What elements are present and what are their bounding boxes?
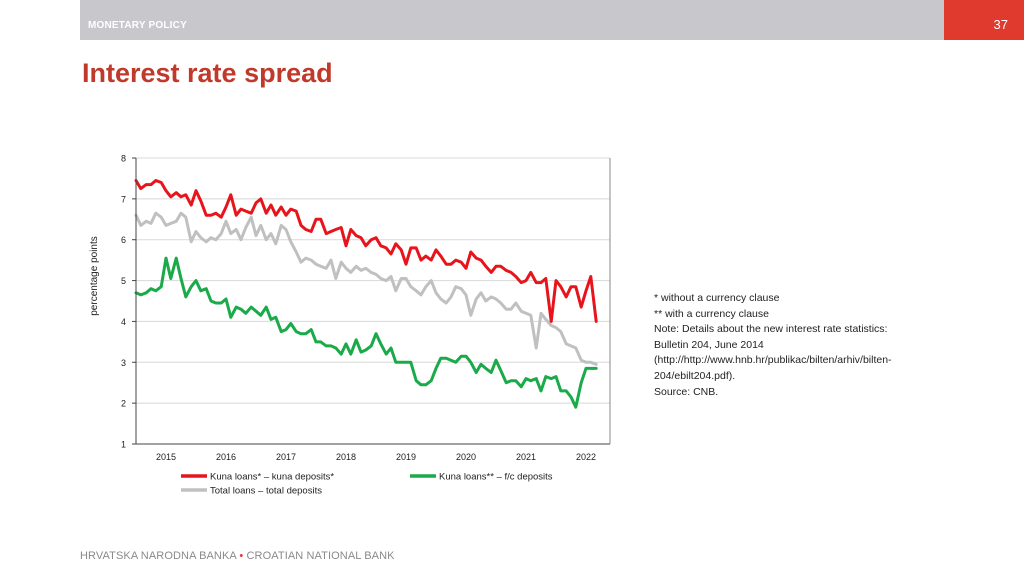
note-line: Note: Details about the new interest rat… <box>654 323 888 336</box>
legend: Kuna loans* – kuna deposits* Kuna loans**… <box>181 472 553 497</box>
y-tick-label: 5 <box>121 276 126 286</box>
y-tick-label: 8 <box>121 154 126 164</box>
page-number-box: 37 <box>944 0 1024 40</box>
y-tick-label: 4 <box>121 317 126 327</box>
legend-label: Total loans – total deposits <box>210 486 322 497</box>
slide-title: Interest rate spread <box>82 58 333 88</box>
legend-label: Kuna loans* – kuna deposits* <box>210 472 334 483</box>
note-line: Source: CNB. <box>654 385 719 398</box>
grid-lines <box>136 157 610 404</box>
footer-name-en: CROATIAN NATIONAL BANK <box>246 550 395 562</box>
x-tick-label: 2022 <box>576 452 596 462</box>
series-line <box>134 179 598 323</box>
x-tick-label: 2016 <box>216 452 236 462</box>
note-line: ** with a currency clause <box>654 307 769 320</box>
y-tick-labels: 1 2 3 4 5 6 7 8 <box>121 154 126 450</box>
x-tick-labels: 2015 2016 2017 2018 2019 2020 2021 2022 <box>156 452 596 462</box>
x-tick-label: 2021 <box>516 452 536 462</box>
footer-separator: • <box>239 550 244 562</box>
x-tick-label: 2019 <box>396 452 416 462</box>
chart-notes: * without a currency clause ** with a cu… <box>654 291 954 400</box>
section-label: MONETARY POLICY <box>88 20 187 31</box>
note-line: Bulletin 204, June 2014 <box>654 338 764 351</box>
y-tick-label: 6 <box>121 235 126 245</box>
series-line <box>134 211 598 366</box>
page-number: 37 <box>993 17 1008 32</box>
note-line: 204/ebilt204.pdf). <box>654 369 736 382</box>
y-axis-label: percentage points <box>89 236 100 316</box>
axes <box>132 157 611 445</box>
series-line <box>134 256 598 409</box>
y-tick-label: 1 <box>121 440 126 450</box>
y-tick-label: 3 <box>121 358 126 368</box>
footer-bank-name: HRVATSKA NARODNA BANKA • CROATIAN NATION… <box>80 550 395 562</box>
y-tick-label: 2 <box>121 399 126 409</box>
y-tick-label: 7 <box>121 194 126 204</box>
legend-label: Kuna loans** – f/c deposits <box>439 472 553 483</box>
x-tick-label: 2020 <box>456 452 476 462</box>
x-tick-label: 2017 <box>276 452 296 462</box>
header-bar: MONETARY POLICY <box>80 0 944 40</box>
note-line: (http://http://www.hnb.hr/publikac/bilte… <box>654 354 892 367</box>
note-line: * without a currency clause <box>654 292 780 304</box>
x-tick-label: 2018 <box>336 452 356 462</box>
footer-name-hr: HRVATSKA NARODNA BANKA <box>80 550 237 562</box>
series-lines <box>134 179 598 409</box>
x-tick-label: 2015 <box>156 452 176 462</box>
